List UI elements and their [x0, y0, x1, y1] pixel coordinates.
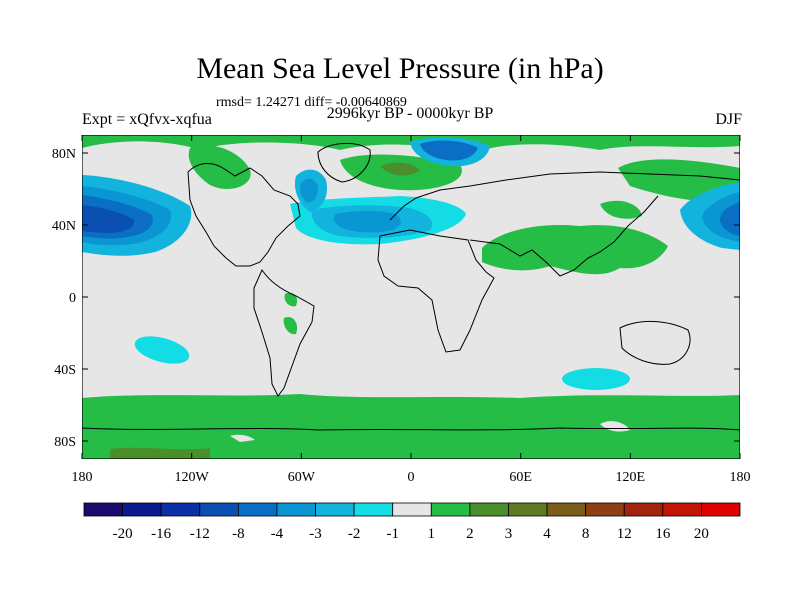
- colorbar-swatch: [237, 502, 278, 517]
- nw-pacific-low-l3: [720, 202, 740, 236]
- mongolia-positive: [600, 200, 642, 219]
- amazon-positive: [284, 292, 298, 307]
- colorbar-swatch: [430, 502, 471, 517]
- y-tick-label: 40S: [54, 363, 76, 378]
- colorbar-swatch: [315, 502, 355, 517]
- y-tick-label: 0: [69, 291, 76, 306]
- colorbar-swatch: [122, 502, 162, 517]
- coastlines: [82, 143, 740, 431]
- se-pacific-low: [134, 336, 190, 364]
- south-america-positive: [283, 316, 298, 335]
- experiment-label: Expt = xQfvx-xqfua: [82, 111, 212, 128]
- colorbar-swatch: [546, 502, 587, 517]
- colorbar-swatch: [276, 502, 316, 517]
- figure-title: Mean Sea Level Pressure (in hPa): [196, 52, 604, 85]
- colorbar-label: -3: [309, 526, 322, 542]
- map-plot-area: [82, 135, 740, 459]
- antarctic-positive-dark: [110, 447, 210, 459]
- colorbar-swatch: [623, 502, 664, 517]
- africa-coast: [377, 229, 495, 353]
- colorbar-swatch: [199, 502, 239, 517]
- colorbar-label: 4: [543, 526, 551, 542]
- colorbar-label: 8: [582, 526, 590, 542]
- x-tick-label: 60E: [509, 470, 532, 485]
- colorbar-label: -12: [190, 526, 210, 542]
- x-tick-label: 180: [730, 470, 751, 485]
- asia-positive: [482, 224, 668, 275]
- y-tick-label: 80S: [54, 435, 76, 450]
- south-america-coast: [253, 268, 315, 397]
- x-tick-label: 120W: [175, 470, 210, 485]
- colorbar-swatch: [585, 502, 625, 517]
- colorbar-label: 3: [505, 526, 513, 542]
- colorbar-label: -2: [348, 526, 361, 542]
- greenland-coast: [317, 143, 371, 183]
- colorbar-label: 16: [655, 526, 671, 542]
- atlantic-low-l3: [334, 211, 401, 233]
- map-axes: 180 120W 60W 0 60E 120E 180 80N 40N 0 40S 80S: [52, 135, 751, 485]
- colorbar-label: 20: [694, 526, 709, 542]
- colorbar-label: -20: [113, 526, 133, 542]
- colorbar: -20 -16 -12 -8 -4 -3 -2 -1 1 2 3 4 8 12 16 20: [83, 502, 741, 542]
- colorbar-swatch: [701, 502, 741, 517]
- greenland-sea-dark: [380, 162, 420, 176]
- colorbar-swatch: [83, 502, 123, 517]
- colorbar-swatch: [469, 502, 509, 517]
- stats-text: rmsd= 1.24271 diff= -0.00640869: [216, 95, 407, 110]
- x-tick-label: 0: [408, 470, 415, 485]
- antarctica-coast: [82, 427, 740, 431]
- season-label: DJF: [715, 111, 742, 128]
- colorbar-swatch: [353, 502, 394, 517]
- south-indian-low: [562, 368, 630, 390]
- colorbar-swatch: [392, 502, 432, 517]
- hudson-positive: [188, 145, 251, 190]
- eurasia-coast: [389, 171, 740, 277]
- colorbar-label: 1: [428, 526, 436, 542]
- antarctic-gap-1: [230, 434, 255, 442]
- pacific-low-l4: [82, 205, 135, 233]
- north-america-coast: [187, 163, 301, 267]
- labrador-low-l2: [299, 178, 318, 203]
- arctic-low-l2: [420, 140, 478, 161]
- colorbar-label: -1: [386, 526, 399, 542]
- y-tick-label: 40N: [52, 219, 76, 234]
- colorbar-swatch: [662, 502, 702, 517]
- australia-coast: [619, 320, 691, 365]
- x-tick-label: 180: [72, 470, 93, 485]
- y-tick-label: 80N: [52, 147, 76, 162]
- x-tick-label: 60W: [288, 470, 316, 485]
- colorbar-label: -4: [271, 526, 284, 542]
- colorbar-label: 2: [466, 526, 474, 542]
- colorbar-label: -8: [232, 526, 245, 542]
- period-label: 2996kyr BP - 0000kyr BP: [326, 105, 494, 122]
- southern-ocean-positive: [82, 394, 740, 459]
- colorbar-swatch: [160, 502, 201, 517]
- colorbar-label: 12: [617, 526, 632, 542]
- colorbar-swatch: [508, 502, 548, 517]
- colorbar-label: -16: [151, 526, 171, 542]
- x-tick-label: 120E: [616, 470, 646, 485]
